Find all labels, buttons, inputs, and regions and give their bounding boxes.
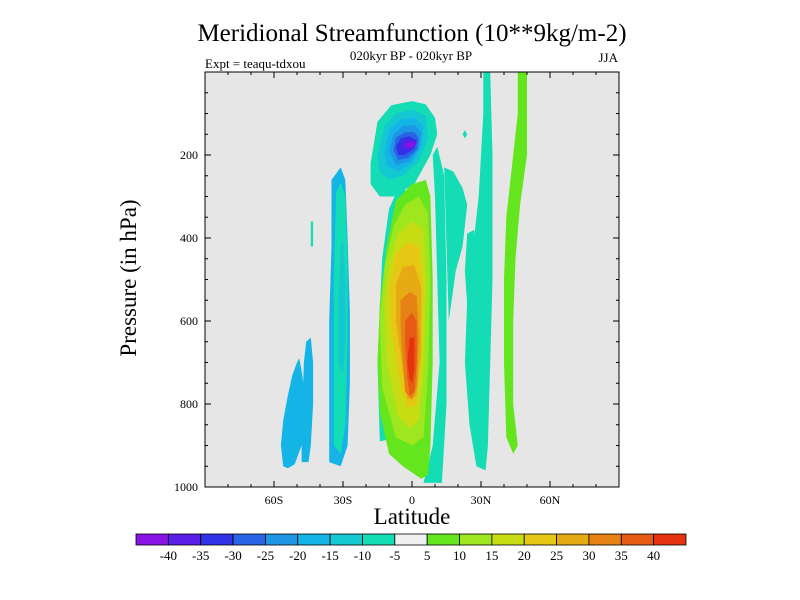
x-axis: 60S 30S 0 30N 60N	[204, 72, 620, 507]
colorbar-swatch	[459, 533, 493, 546]
x-tick-label: 60S	[265, 493, 284, 507]
colorbar-label: -25	[257, 548, 274, 563]
colorbar-label: 30	[582, 548, 595, 563]
colorbar-label: 20	[518, 548, 531, 563]
colorbar-label: 15	[485, 548, 498, 563]
colorbar-label: -40	[160, 548, 177, 563]
colorbar-label: 35	[615, 548, 628, 563]
region-southern-green-tongue	[280, 358, 304, 469]
y-tick-label: 800	[180, 397, 198, 411]
colorbar-label: 5	[424, 548, 431, 563]
colorbar-swatch	[167, 533, 202, 546]
region-southern-green-strip	[301, 337, 314, 463]
region-tiny-cyan-speck	[310, 221, 314, 247]
region-cyan-band-northern-tall	[464, 72, 493, 471]
region-green-band-50n	[504, 72, 527, 454]
colorbar-label: -20	[289, 548, 306, 563]
y-axis: 200 400 600 800 1000	[174, 71, 619, 494]
chart-subtitle: 020kyr BP - 020kyr BP	[350, 48, 472, 63]
colorbar-swatch	[394, 533, 428, 546]
region-blue-core-30s	[338, 238, 346, 375]
colorbar-swatch	[200, 533, 234, 546]
colorbar-label: -30	[224, 548, 241, 563]
experiment-label: Expt = teaqu-tdxou	[205, 56, 306, 71]
x-axis-label: Latitude	[374, 504, 451, 529]
y-tick-label: 600	[180, 314, 198, 328]
x-tick-label: 30N	[471, 493, 492, 507]
colorbar-swatch	[297, 533, 331, 546]
colorbar-swatch	[329, 533, 363, 546]
contour-regions	[280, 72, 527, 483]
colorbar-label: 40	[647, 548, 660, 563]
season-label: JJA	[598, 50, 618, 65]
colorbar-swatch	[620, 533, 655, 546]
colorbar-label: 10	[453, 548, 466, 563]
y-tick-label: 200	[180, 148, 198, 162]
colorbar-swatch	[556, 533, 590, 546]
chart-title: Meridional Streamfunction (10**9kg/m-2)	[197, 20, 626, 47]
y-axis-label: Pressure (in hPa)	[116, 199, 141, 356]
colorbar-label: -5	[389, 548, 400, 563]
x-tick-label: 0	[409, 493, 415, 507]
region-upper-cell-c0	[405, 141, 417, 148]
colorbar-swatch	[653, 533, 687, 546]
colorbar: -40 -35 -30 -25 -20 -15 -10 -5 5 10 15 20 25 30 35 40	[135, 533, 687, 563]
colorbar-swatch	[362, 533, 396, 546]
region-main-cell-c16	[407, 337, 415, 384]
colorbar-label: -10	[354, 548, 371, 563]
colorbar-swatch	[491, 533, 525, 546]
colorbar-swatch	[232, 533, 266, 546]
colorbar-label: -35	[192, 548, 209, 563]
x-tick-label: 30S	[334, 493, 353, 507]
y-tick-label: 400	[180, 231, 198, 245]
colorbar-swatch	[426, 533, 460, 546]
region-northern-rim-cyan	[423, 146, 447, 483]
colorbar-swatch	[588, 533, 622, 546]
colorbar-swatch	[265, 533, 299, 546]
colorbar-label: -15	[321, 548, 338, 563]
region-cyan-spot-near-equator	[462, 130, 468, 139]
colorbar-label: 25	[550, 548, 563, 563]
colorbar-swatch	[523, 533, 557, 546]
y-tick-label: 1000	[174, 480, 198, 494]
colorbar-swatch	[135, 533, 169, 546]
x-tick-label: 60N	[540, 493, 561, 507]
region-cyan-band-20n	[444, 167, 468, 321]
